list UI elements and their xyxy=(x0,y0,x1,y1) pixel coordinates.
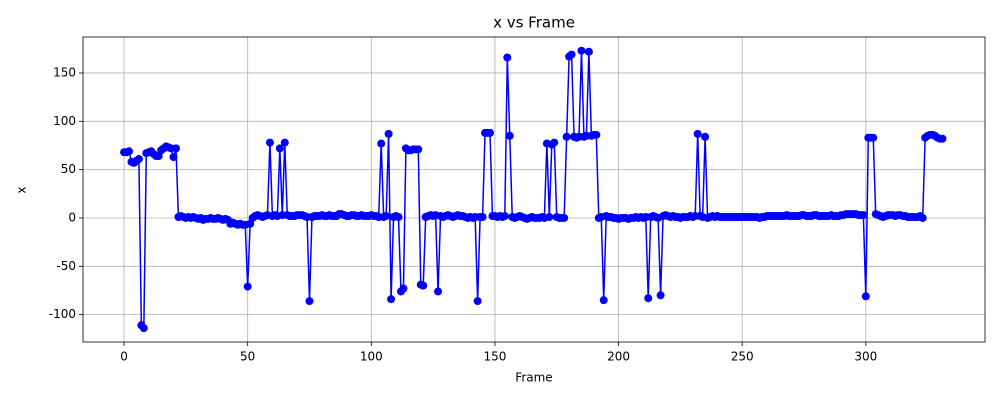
data-point xyxy=(656,291,665,300)
y-axis-label: x xyxy=(15,186,29,193)
y-tick-label: -50 xyxy=(56,259,76,273)
data-point xyxy=(394,213,403,222)
data-point xyxy=(171,144,180,153)
y-tick-label: 100 xyxy=(53,114,76,128)
data-point xyxy=(562,132,571,141)
data-point xyxy=(434,287,443,296)
data-point xyxy=(584,47,593,56)
x-tick-label: 300 xyxy=(854,350,877,364)
data-point xyxy=(918,213,927,222)
data-point xyxy=(382,212,391,221)
data-point xyxy=(693,129,702,138)
data-point xyxy=(419,281,428,290)
y-tick-label: 150 xyxy=(53,65,76,79)
data-point xyxy=(861,292,870,301)
x-tick-label: 0 xyxy=(120,350,128,364)
plot-frame xyxy=(82,36,986,343)
data-point xyxy=(599,296,608,305)
data-point xyxy=(505,131,514,140)
data-point xyxy=(387,295,396,304)
data-point xyxy=(139,324,148,333)
data-point xyxy=(503,53,512,62)
data-point xyxy=(169,153,178,162)
data-point xyxy=(869,133,878,142)
data-point xyxy=(500,212,509,221)
x-tick-label: 150 xyxy=(483,350,506,364)
data-point xyxy=(414,145,423,154)
data-point xyxy=(124,147,133,156)
data-point xyxy=(567,50,576,59)
data-point xyxy=(485,128,494,137)
data-point xyxy=(384,129,393,138)
data-point xyxy=(305,297,314,306)
data-point xyxy=(478,213,487,222)
y-tick-label: -100 xyxy=(49,307,76,321)
data-point xyxy=(560,213,569,222)
y-tick-label: 50 xyxy=(61,162,76,176)
data-point xyxy=(275,144,284,153)
x-tick-label: 200 xyxy=(607,350,630,364)
y-tick-label: 0 xyxy=(68,210,76,224)
data-point xyxy=(243,282,252,291)
data-point xyxy=(938,134,947,143)
data-point xyxy=(377,139,386,148)
data-point xyxy=(644,294,653,303)
x-axis-label: Frame xyxy=(515,371,552,385)
data-point xyxy=(134,155,143,163)
chart-title: x vs Frame xyxy=(493,14,575,32)
data-point xyxy=(859,211,868,220)
data-point xyxy=(701,132,710,141)
data-point xyxy=(265,138,274,147)
x-tick-label: 100 xyxy=(360,350,383,364)
data-point xyxy=(592,130,601,139)
x-tick-label: 50 xyxy=(240,350,255,364)
data-point xyxy=(545,213,554,222)
data-point xyxy=(577,46,586,55)
data-point xyxy=(473,297,482,306)
data-point xyxy=(399,284,408,293)
x-tick-label: 250 xyxy=(731,350,754,364)
data-point xyxy=(550,138,559,147)
data-point xyxy=(280,138,289,147)
